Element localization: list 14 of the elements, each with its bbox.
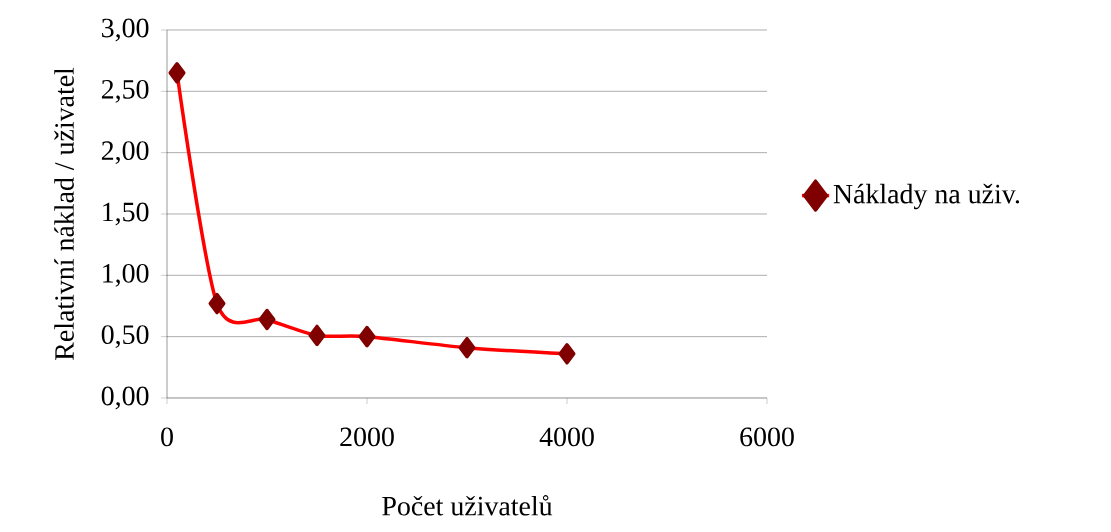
y-tick-label: 2,00 [101, 141, 149, 165]
y-axis-title: Relativní náklad / uživatel [54, 67, 74, 360]
legend-label: Náklady na uživ. [833, 183, 1020, 210]
x-axis-title: Počet uživatelů [382, 495, 553, 516]
x-tick-label: 0 [161, 427, 173, 447]
x-tick-label: 6000 [740, 427, 794, 447]
y-tick-label: 0,00 [101, 386, 149, 410]
x-tick-label: 4000 [539, 427, 594, 447]
y-tick-label: 1,50 [103, 202, 149, 226]
x-tick-label: 2000 [340, 427, 394, 447]
y-tick-label: 0,50 [101, 325, 149, 349]
y-tick-label: 1,00 [103, 263, 149, 287]
y-tick-label: 3,00 [102, 18, 149, 42]
y-tick-label: 2,50 [101, 79, 149, 103]
